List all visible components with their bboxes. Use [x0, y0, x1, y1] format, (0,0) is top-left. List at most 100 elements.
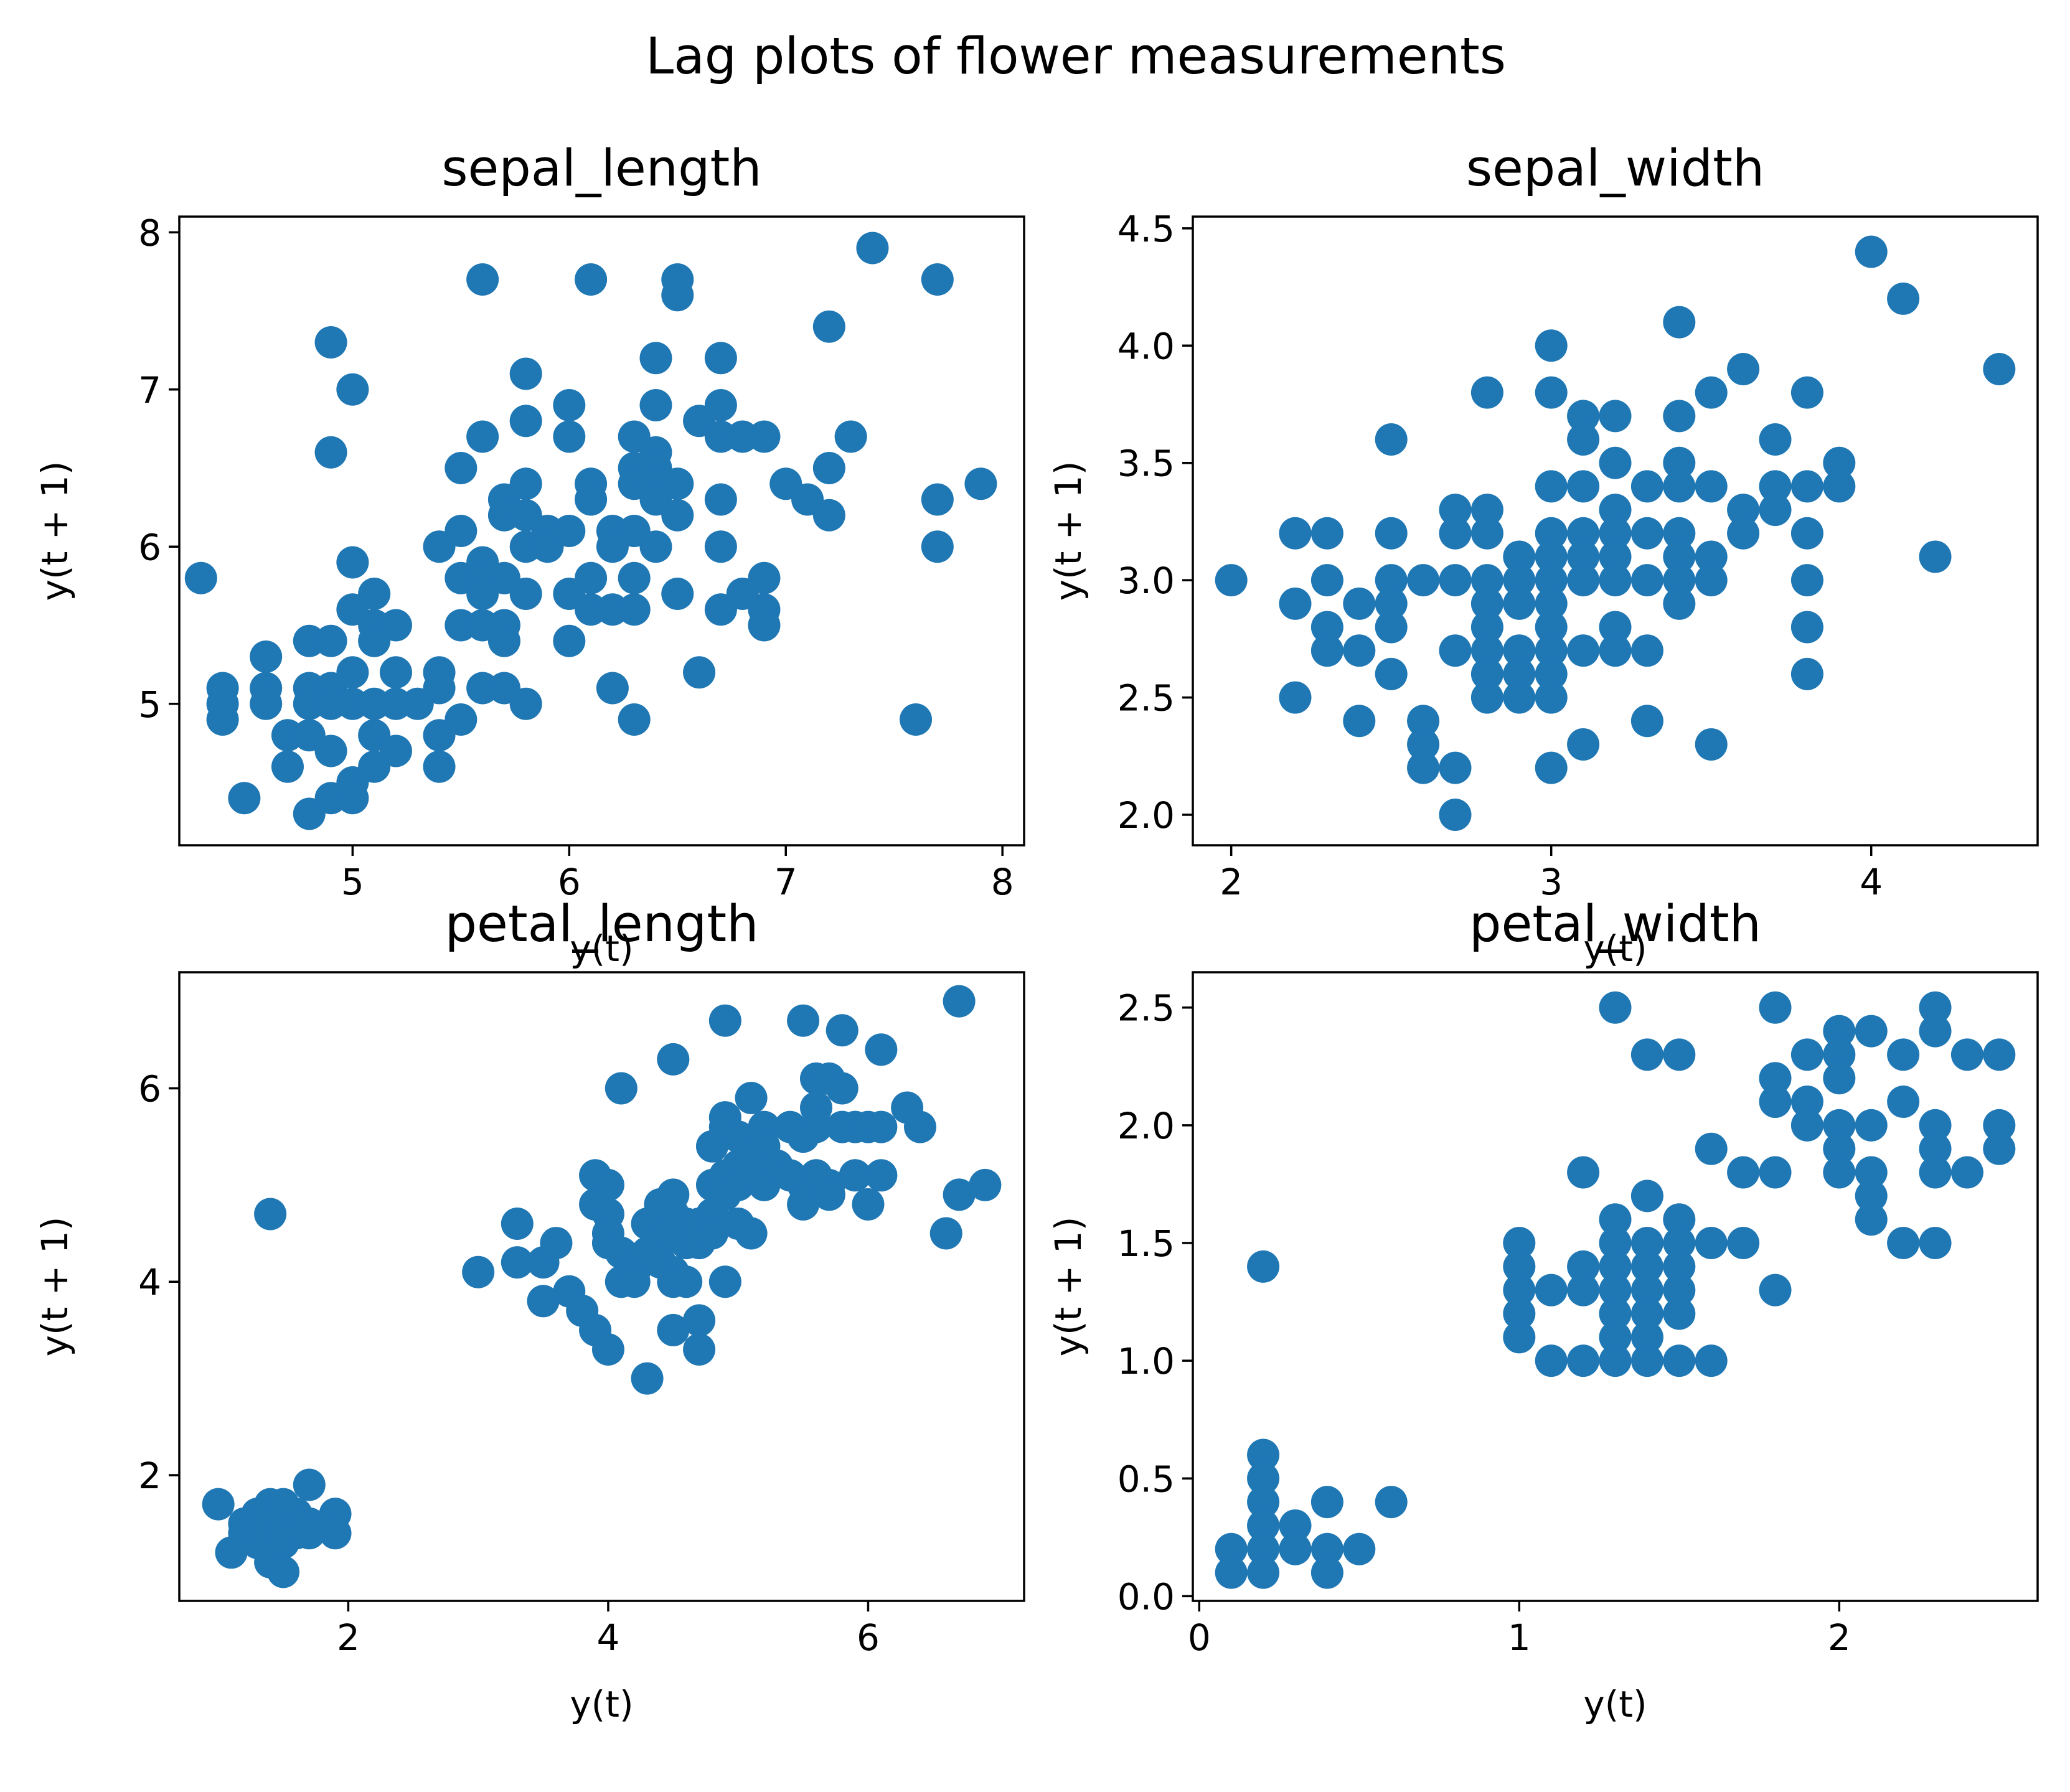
data-point — [1630, 1038, 1663, 1071]
data-point — [445, 452, 478, 484]
data-point — [1663, 540, 1696, 573]
subplot-title: sepal_width — [1466, 139, 1764, 198]
data-point — [509, 467, 542, 500]
data-point — [708, 1265, 741, 1298]
data-point — [1855, 1156, 1888, 1189]
subplot-title: petal_width — [1469, 895, 1761, 954]
data-point — [704, 530, 737, 563]
data-point — [1855, 235, 1888, 268]
data-point — [704, 483, 737, 516]
data-point — [1599, 494, 1632, 527]
data-point — [1663, 400, 1696, 433]
data-point — [1727, 517, 1760, 550]
subplot-petal-width: 0 1 2 0.0 0.5 1.0 1.5 2.0 2.5 y(t) y(t + 1) petal_w… — [1047, 895, 2039, 1725]
data-point — [1983, 352, 2016, 385]
data-point — [540, 1227, 573, 1260]
data-point — [708, 1004, 741, 1037]
data-point — [553, 389, 586, 421]
y-tick-label: 2.5 — [1117, 987, 1175, 1030]
y-tick-label: 4.0 — [1117, 325, 1175, 367]
data-point — [1439, 634, 1472, 667]
data-point — [1567, 1274, 1600, 1306]
data-point — [812, 310, 845, 343]
data-point — [834, 420, 867, 453]
data-point — [661, 467, 694, 500]
data-point — [1279, 1532, 1312, 1565]
y-tick-label: 3.0 — [1117, 560, 1175, 602]
data-point — [787, 1188, 820, 1221]
data-point — [903, 1110, 936, 1143]
data-point — [657, 1313, 690, 1346]
data-point — [445, 515, 478, 547]
subplot-title: petal_length — [445, 895, 759, 954]
data-point — [1887, 282, 1920, 315]
data-point — [1630, 1274, 1663, 1306]
data-point — [1279, 1509, 1312, 1542]
data-point — [1630, 1321, 1663, 1354]
data-point — [1279, 587, 1312, 620]
data-point — [1535, 587, 1568, 620]
data-point — [799, 1110, 832, 1143]
data-point — [1630, 1297, 1663, 1330]
data-point — [618, 1265, 651, 1298]
y-axis-label: y(t + 1) — [1047, 461, 1089, 601]
data-point — [1567, 423, 1600, 456]
data-point — [943, 985, 976, 1018]
data-point — [1855, 1109, 1888, 1142]
data-point — [379, 609, 412, 642]
data-point — [921, 263, 954, 296]
data-point — [509, 357, 542, 390]
data-point — [1503, 1321, 1536, 1354]
data-point — [704, 342, 737, 375]
data-point — [250, 687, 283, 720]
y-tick-label: 3.5 — [1117, 443, 1175, 485]
data-point — [1535, 657, 1568, 690]
y-tick-label: 7 — [138, 369, 161, 411]
y-axis-label: y(t + 1) — [1047, 1217, 1089, 1357]
subplot-sepal-width: 2 3 4 2.0 2.5 3.0 3.5 4.0 4.5 y(t) y(t + 1) sepal_w… — [1047, 139, 2039, 970]
data-point — [1567, 1344, 1600, 1377]
data-point — [314, 326, 347, 359]
data-point — [1695, 1227, 1728, 1260]
data-point — [1919, 1156, 1952, 1189]
data-point — [921, 483, 954, 516]
data-point — [1663, 1344, 1696, 1377]
x-tick-label: 3 — [1540, 861, 1563, 903]
data-point — [657, 1043, 690, 1076]
data-point — [319, 1517, 352, 1550]
data-point — [271, 750, 304, 783]
data-point — [466, 263, 499, 296]
data-point — [1470, 376, 1503, 409]
data-point — [1310, 517, 1343, 550]
data-point — [1599, 400, 1632, 433]
y-tick-label: 2.0 — [1117, 794, 1175, 837]
data-point — [1599, 634, 1632, 667]
data-point — [575, 263, 608, 296]
data-point — [1599, 517, 1632, 550]
data-point — [1823, 1132, 1856, 1165]
data-point — [1535, 1344, 1568, 1377]
data-point — [250, 640, 283, 673]
data-point — [1663, 1274, 1696, 1306]
data-point — [1599, 564, 1632, 597]
data-point — [1567, 517, 1600, 550]
data-point — [379, 656, 412, 689]
data-point — [856, 232, 889, 265]
data-point — [1247, 1556, 1280, 1589]
data-point — [1375, 423, 1408, 456]
x-tick-label: 6 — [558, 861, 581, 903]
data-point — [445, 703, 478, 736]
data-point — [1535, 470, 1568, 503]
data-point — [605, 1072, 637, 1105]
data-point — [683, 656, 716, 689]
data-point — [591, 1333, 624, 1366]
y-tick-label: 0.5 — [1117, 1458, 1175, 1500]
data-point — [1663, 1203, 1696, 1236]
data-point — [1630, 564, 1663, 597]
data-point — [1695, 728, 1728, 761]
data-point — [661, 499, 694, 532]
data-point — [1695, 540, 1728, 573]
data-point — [1630, 1180, 1663, 1213]
data-point — [964, 467, 997, 500]
data-point — [553, 515, 586, 547]
